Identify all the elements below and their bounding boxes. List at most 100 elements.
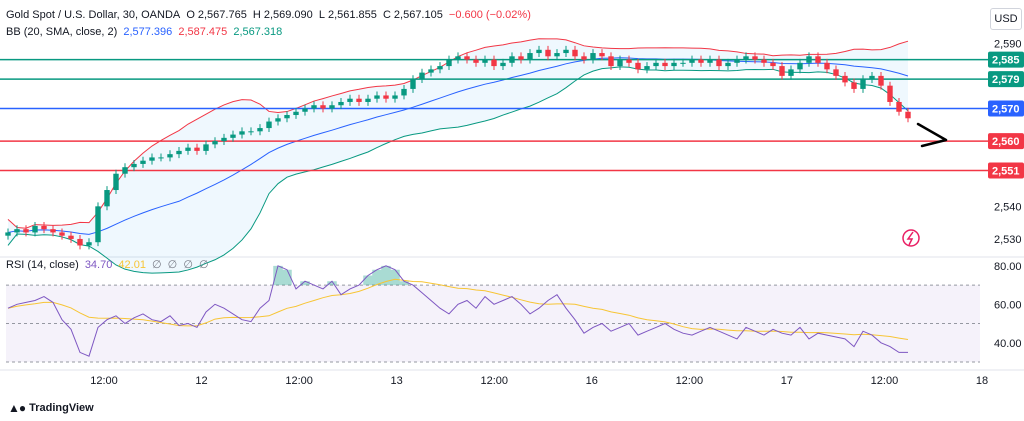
candle-44 [401,88,407,96]
candle-48 [437,66,443,70]
candle-62 [563,49,569,54]
time-axis[interactable]: 12:00 12 12:00 13 12:00 16 12:00 17 12:00 18 [90,375,988,387]
high-value: 2,569.090 [263,9,313,21]
candle-70 [635,62,641,70]
rsi-ma-value: 42.01 [118,259,146,271]
candle-41 [374,95,380,99]
candle-79 [716,59,722,67]
level-tag-text-1: 2,579 [992,74,1020,86]
candle-53 [482,59,488,63]
open-label: O [186,9,195,21]
candle-92 [833,69,839,76]
time-tick-6: 12:00 [676,375,704,387]
candle-89 [806,56,812,63]
bb-basis-line [7,57,909,235]
candle-27 [248,131,254,133]
candle-59 [536,49,542,54]
candle-12 [113,173,119,191]
bb-lower-value: 2,567.318 [233,26,283,38]
candle-37 [338,101,344,106]
candle-15 [140,160,146,164]
candle-81 [734,59,740,63]
candle-75 [680,62,686,64]
candle-36 [329,105,335,109]
bb-upper-value: 2,587.475 [178,26,228,38]
currency-button[interactable]: USD [990,8,1022,30]
tradingview-logo[interactable]: ▲● TradingView [8,401,94,415]
candle-60 [545,49,551,57]
candle-17 [158,157,164,159]
symbol-title: Gold Spot / U.S. Dollar, 30, OANDA [6,9,181,21]
rsi-empty-3: ∅ [198,259,209,271]
candle-8 [77,238,83,246]
candle-31 [284,115,290,119]
time-tick-5: 16 [586,375,598,387]
candle-58 [527,53,533,60]
candle-14 [131,163,137,168]
candle-90 [815,56,821,63]
flash-bolt [906,231,914,246]
candle-74 [671,62,677,67]
candle-11 [104,190,110,207]
price-tick-1: 2,540 [994,201,1022,213]
bb-basis-value: 2,577.396 [123,26,173,38]
candle-82 [743,56,749,60]
candle-39 [356,98,362,102]
candle-6 [59,232,65,236]
time-tick-3: 13 [391,375,403,387]
candle-34 [311,105,317,109]
candle-46 [419,72,425,80]
candle-54 [491,59,497,67]
level-tag-text-2: 2,570 [992,103,1020,115]
level-tag-text-0: 2,585 [992,55,1020,67]
close-value: 2,567.105 [393,9,443,21]
candle-57 [518,56,524,60]
level-price-tags: 2,585 2,579 2,570 2,560 2,551 [988,51,1024,179]
bb-label: BB (20, SMA, close, 2) [6,26,118,38]
level-tag-1 [988,71,1024,88]
candle-35 [320,105,326,109]
candle-83 [752,56,758,60]
candle-5 [50,229,56,233]
rsi-line [7,265,908,357]
rsi-overbought-fill [273,265,409,286]
low-value: 2,561.855 [327,9,377,21]
time-tick-7: 17 [781,375,793,387]
candle-55 [500,62,506,67]
candle-64 [581,56,587,60]
bb-legend: BB (20, SMA, close, 2) 2,577.396 2,587.4… [6,26,285,38]
close-label: C [382,9,391,21]
candle-50 [455,56,461,60]
price-tick-2: 2,530 [994,234,1022,246]
flash-icon[interactable] [902,229,920,247]
rsi-label: RSI (14, close) [6,259,79,271]
candle-13 [122,167,128,174]
candle-45 [410,79,416,89]
candle-69 [626,59,632,63]
candle-20 [185,147,191,151]
candle-52 [473,59,479,63]
candle-66 [599,53,605,57]
candle-28 [257,128,263,132]
candle-84 [761,59,767,63]
candle-91 [824,62,830,70]
candle-51 [464,56,470,60]
candle-2 [23,229,29,233]
price-axis[interactable]: 2,590 2,540 2,530 [994,38,1022,246]
open-value: 2,567.765 [197,9,247,21]
candle-99 [896,101,902,112]
candle-68 [617,59,623,67]
candle-98 [887,85,893,102]
candle-32 [293,111,299,116]
bb-fill-area [8,38,908,274]
candle-16 [149,157,155,161]
bollinger-band-fill [8,38,908,274]
candle-85 [770,62,776,67]
candle-77 [698,59,704,63]
time-tick-2: 12:00 [285,375,313,387]
candle-78 [707,59,713,63]
rsi-tick-2: 40.00 [994,338,1022,350]
candle-72 [653,62,659,67]
candlesticks [5,45,911,250]
